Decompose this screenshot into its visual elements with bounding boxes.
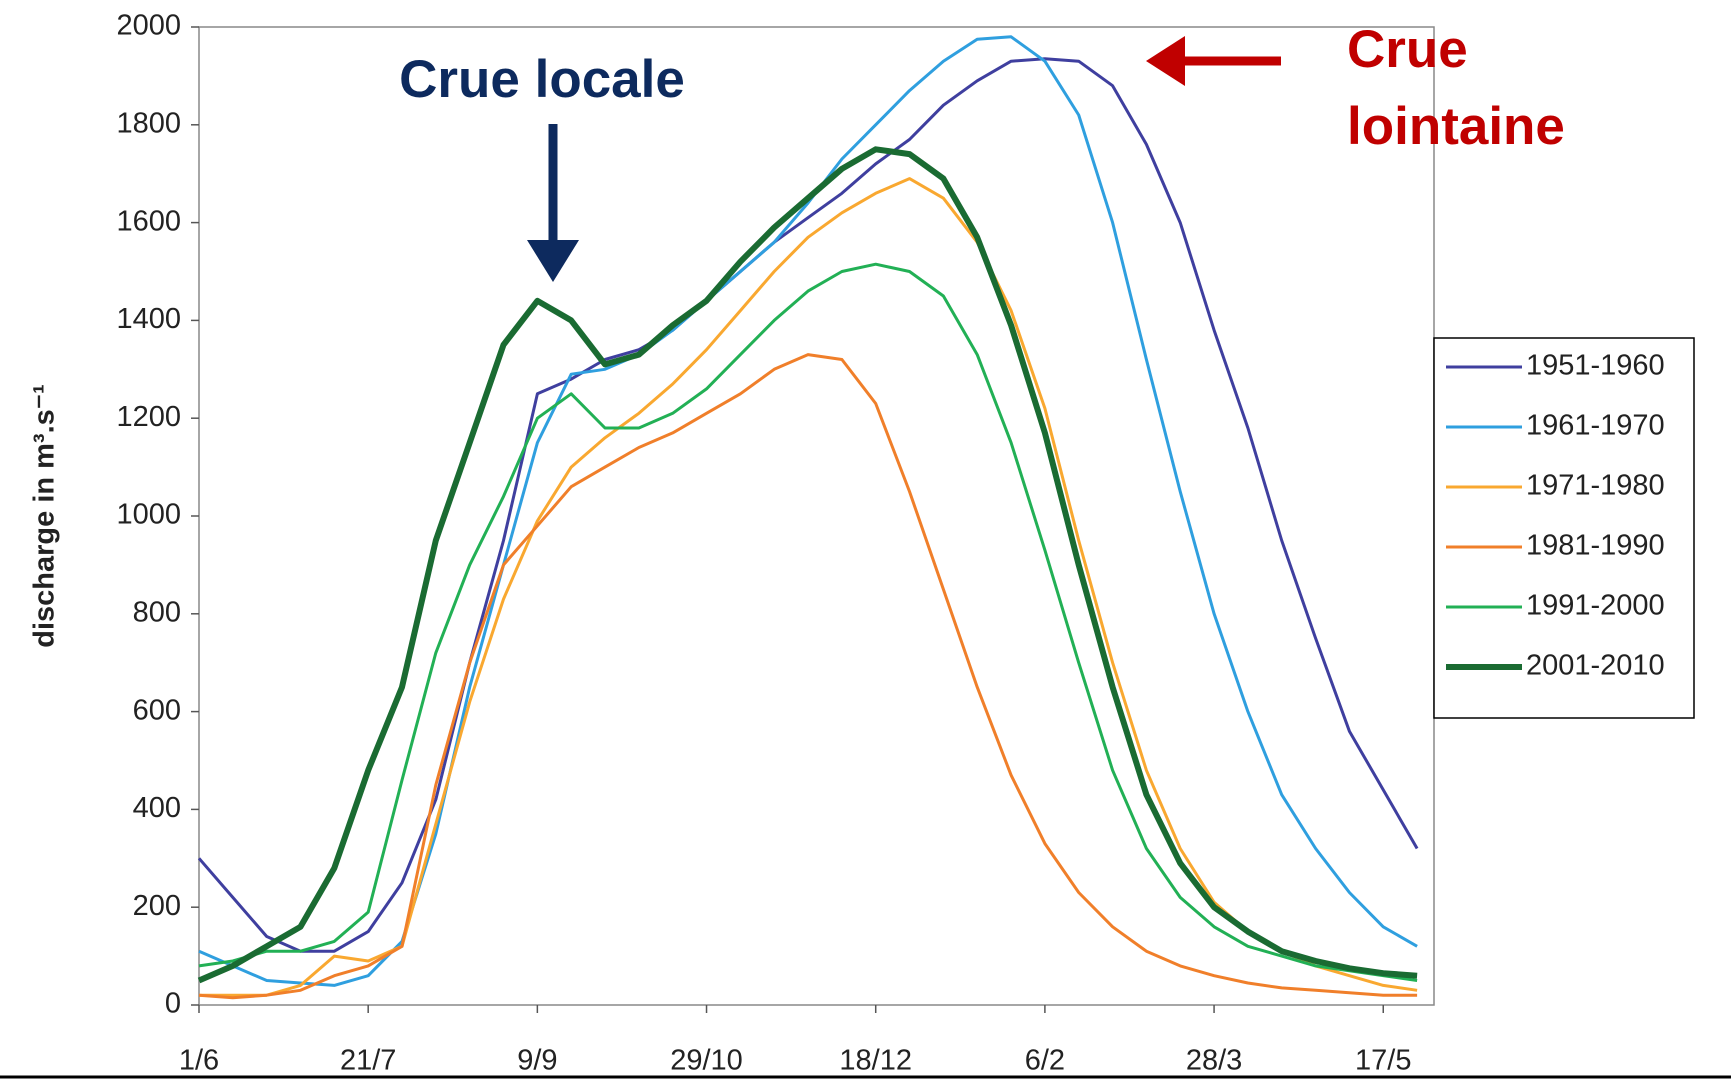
y-tick-label: 1800	[116, 107, 181, 139]
legend-label: 1951-1960	[1526, 350, 1665, 382]
y-tick-label: 600	[133, 694, 181, 726]
x-tick-label: 6/2	[1025, 1045, 1065, 1077]
x-tick-label: 1/6	[179, 1045, 219, 1077]
legend-label: 1971-1980	[1526, 470, 1665, 502]
annotation: Crue	[1347, 20, 1468, 79]
y-tick-label: 400	[133, 792, 181, 824]
x-tick-label: 18/12	[839, 1045, 912, 1077]
x-tick-label: 9/9	[517, 1045, 557, 1077]
series-line	[198, 353, 1418, 1000]
legend-label: 1961-1970	[1526, 410, 1665, 442]
y-tick-label: 1600	[116, 205, 181, 237]
series-line	[197, 146, 1418, 984]
annotation: lointaine	[1347, 97, 1565, 156]
arrow-head	[527, 240, 579, 282]
y-tick-label: 1200	[116, 401, 181, 433]
legend-label: 1991-2000	[1526, 590, 1665, 622]
y-tick-label: 800	[133, 596, 181, 628]
annotation: Crue locale	[399, 50, 685, 109]
x-tick-label: 21/7	[340, 1045, 396, 1077]
y-tick-label: 1400	[116, 303, 181, 335]
y-tick-label: 0	[165, 988, 181, 1020]
legend-label: 1981-1990	[1526, 530, 1665, 562]
plot-frame	[198, 26, 1435, 1006]
x-tick-label: 17/5	[1355, 1045, 1411, 1077]
series-line	[199, 177, 1418, 997]
x-tick-label: 28/3	[1186, 1045, 1242, 1077]
x-tick-label: 29/10	[670, 1045, 743, 1077]
series-line	[198, 35, 1418, 987]
y-tick-label: 2000	[116, 10, 181, 42]
series-line	[197, 57, 1419, 953]
y-tick-label: 200	[133, 890, 181, 922]
arrow-head	[1146, 36, 1185, 86]
series-line	[198, 262, 1418, 982]
legend-label: 2001-2010	[1526, 650, 1665, 682]
legend-box	[1433, 337, 1695, 719]
y-tick-label: 1000	[116, 499, 181, 531]
y-axis-label: discharge in m³.s⁻¹	[29, 384, 61, 647]
